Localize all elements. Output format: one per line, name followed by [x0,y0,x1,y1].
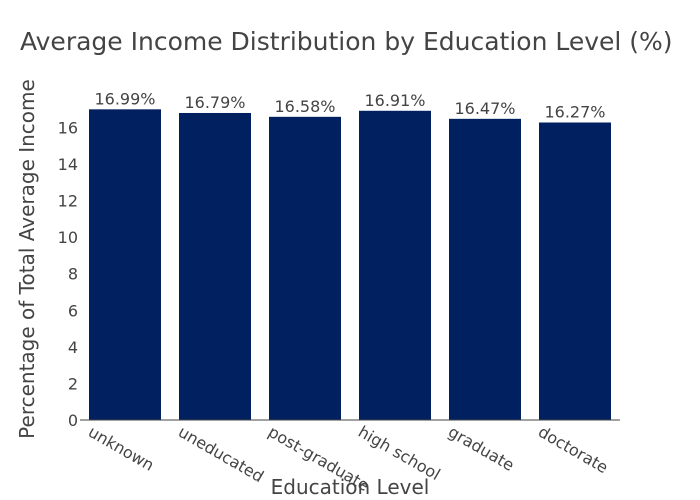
x-axis-title: Education Level [271,475,430,499]
x-tick-label: unknown [85,422,157,475]
bar-high-school [359,110,431,420]
bar-post-graduate [269,116,341,420]
y-tick-label: 4 [68,338,78,357]
bar-doctorate [539,122,611,421]
bar-value-label: 16.47% [454,99,515,118]
x-tick-label: graduate [445,422,518,475]
bar-value-label: 16.58% [274,97,335,116]
chart-title: Average Income Distribution by Education… [20,27,673,56]
bar-graduate [449,118,521,420]
y-tick-label: 16 [58,118,78,137]
bar-labels-group: 16.99% 16.79% 16.58% 16.91% 16.47% 16.27% [94,89,605,121]
bar-value-label: 16.99% [94,89,155,108]
x-tick-label: doctorate [535,422,611,477]
y-axis-ticks: 0 2 4 6 8 10 12 14 16 [58,118,78,430]
bar-unknown [89,109,161,420]
bar-uneducated [179,112,251,421]
x-tick-label: uneducated [175,422,267,486]
y-tick-label: 12 [58,192,78,211]
bars-group [89,109,611,421]
y-tick-label: 0 [68,411,78,430]
y-tick-label: 14 [58,155,78,174]
y-axis-title: Percentage of Total Average Income [15,79,39,439]
bar-value-label: 16.27% [544,102,605,121]
y-tick-label: 2 [68,374,78,393]
y-tick-label: 10 [58,228,78,247]
y-tick-label: 6 [68,301,78,320]
y-tick-label: 8 [68,265,78,284]
bar-value-label: 16.79% [184,93,245,112]
bar-value-label: 16.91% [364,91,425,110]
